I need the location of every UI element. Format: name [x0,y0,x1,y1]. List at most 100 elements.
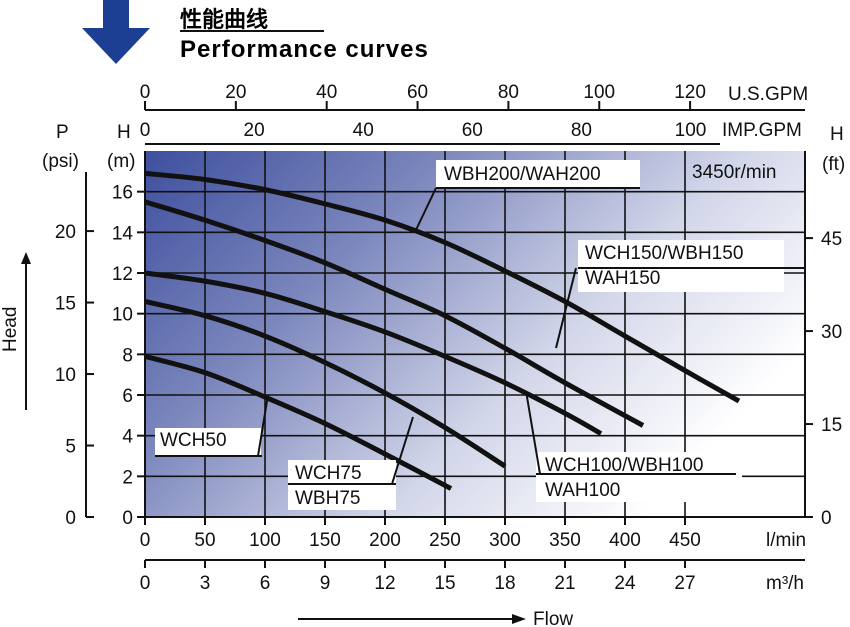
curve-line-0 [144,353,453,491]
curve-leader-line [257,394,269,457]
usgpm-tick-label: 80 [498,82,519,103]
ft-tick-label: 45 [821,229,842,250]
curve-label-text: WCH50 [160,430,227,451]
usgpm-tick-label: 60 [407,82,428,103]
ft-axis-unit: (ft) [822,154,845,175]
ft-tick-label: 30 [821,322,842,343]
curve-line-3 [144,199,645,428]
m3h-tick-label: 6 [260,573,271,594]
curve-label-bg [536,452,742,502]
m3h-tick-label: 12 [374,573,395,594]
curve-label-text: WAH100 [545,480,620,501]
lmin-axis-label: l/min [766,530,806,551]
m3h-tick-label: 9 [320,573,331,594]
head-m-tick-label: 8 [122,345,133,366]
impgpm-tick-label: 40 [353,120,374,141]
impgpm-axis-label: IMP.GPM [722,120,802,141]
curve-label-bg [436,160,640,188]
curves-layer [144,170,741,491]
lmin-tick-label: 300 [489,530,521,551]
lmin-tick-label: 450 [669,530,701,551]
psi-tick-label: 10 [55,365,76,386]
m3h-tick-label: 21 [554,573,575,594]
impgpm-tick-label: 20 [244,120,265,141]
curve-leader-line [414,187,437,233]
lmin-tick-label: 250 [429,530,461,551]
curve-leader-line [391,416,414,485]
curve-label-bg [578,240,784,292]
lmin-tick-label: 100 [249,530,281,551]
usgpm-axis-label: U.S.GPM [728,84,808,105]
down-arrow-icon [82,0,150,64]
m3h-axis-label: m³/h [766,573,804,594]
psi-tick-label: 0 [65,508,76,529]
curve-label-text: WCH100/WBH100 [545,455,703,476]
head-m-tick-label: 14 [112,223,134,244]
curve-label-text: WCH150/WBH150 [585,243,743,264]
head-m-tick-label: 12 [112,264,133,285]
head-axis-title: Head [0,307,21,352]
m3h-tick-label: 18 [494,573,515,594]
curve-line-2 [144,270,603,436]
head-m-tick-label: 4 [122,427,133,448]
usgpm-tick-label: 120 [674,82,706,103]
curve-label-3: WCH150/WBH150 WAH150 [555,240,806,349]
lmin-tick-label: 350 [549,530,581,551]
ft-axis-title: H [830,124,844,145]
m3h-tick-label: 0 [140,573,151,594]
m3h-tick-label: 24 [614,573,636,594]
impgpm-tick-label: 60 [462,120,483,141]
plot-frame [144,151,806,517]
lmin-tick-label: 0 [140,530,151,551]
curve-label-4: WBH200/WAH200 [414,160,640,233]
curve-leader-line [525,390,541,475]
psi-axis-title: P [56,122,69,143]
lmin-tick-label: 50 [194,530,215,551]
curve-leader-line [555,267,577,349]
psi-axis-unit: (psi) [42,151,79,172]
lmin-tick-label: 200 [369,530,401,551]
speed-label: 3450r/min [692,162,777,183]
m3h-tick-label: 15 [434,573,455,594]
curve-label-text: WAH150 [585,268,660,289]
usgpm-tick-label: 20 [225,82,246,103]
curve-label-text: WBH75 [295,488,360,509]
lmin-tick-label: 150 [309,530,341,551]
head-m-tick-label: 10 [112,305,133,326]
ft-tick-label: 0 [821,508,832,529]
curve-line-1 [144,299,507,469]
impgpm-tick-label: 80 [571,120,592,141]
lmin-tick-label: 400 [609,530,641,551]
m3h-tick-label: 3 [200,573,211,594]
head-m-tick-label: 2 [122,467,133,488]
psi-tick-label: 15 [55,294,76,315]
curve-label-2: WCH100/WBH100 WAH100 [525,390,742,502]
curve-label-0: WCH50 [155,394,269,457]
head-arrow [21,252,31,410]
ft-tick-label: 15 [821,415,842,436]
title-chinese: 性能曲线 [180,7,268,33]
curve-line-4 [144,170,741,404]
head-m-axis-unit: (m) [107,151,135,172]
impgpm-tick-label: 0 [140,120,151,141]
psi-tick-label: 20 [55,222,76,243]
curve-labels-layer: WCH50 WCH75 WBH75 WCH100/WBH100 WAH100 WCH150… [155,160,806,510]
m3h-tick-label: 27 [674,573,695,594]
usgpm-tick-label: 0 [140,82,151,103]
head-m-axis-title: H [117,122,131,143]
head-m-tick-label: 0 [122,508,133,529]
usgpm-tick-label: 100 [583,82,615,103]
impgpm-tick-label: 100 [675,120,707,141]
curve-label-bg [155,428,261,456]
flow-axis-title: Flow [533,609,573,627]
curve-label-text: WCH75 [295,463,362,484]
flow-arrow [298,614,526,624]
usgpm-tick-label: 40 [316,82,337,103]
title-english: Performance curves [180,36,429,63]
curve-label-1: WCH75 WBH75 [288,416,414,510]
head-m-tick-label: 6 [122,386,133,407]
head-m-tick-label: 16 [112,183,133,204]
psi-tick-label: 5 [65,437,76,458]
